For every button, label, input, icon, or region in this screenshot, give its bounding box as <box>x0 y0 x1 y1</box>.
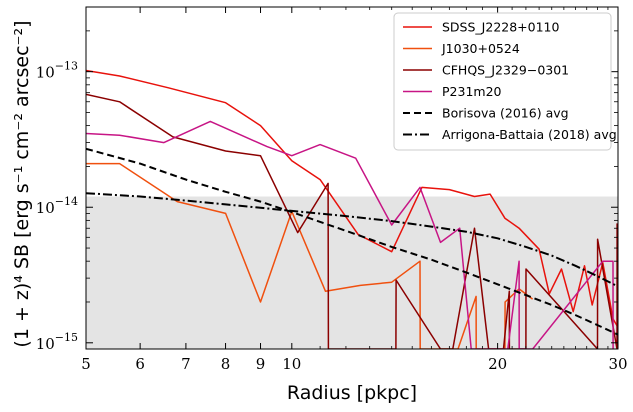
x-axis-label: Radius [pkpc] <box>287 382 417 404</box>
x-tick-label: 8 <box>221 355 231 373</box>
series-line-p231m20 <box>86 120 614 349</box>
x-tick-label: 10 <box>282 355 301 373</box>
y-tick-label: 10−14 <box>36 195 78 217</box>
y-tick-label: 10−15 <box>36 331 78 353</box>
y-tick-label: 10−13 <box>36 60 78 82</box>
legend-label: SDSS_J2228+0110 <box>442 20 560 35</box>
x-tick-label: 5 <box>81 355 91 373</box>
legend-label: Arrigona-Battaia (2018) avg <box>442 127 617 142</box>
x-tick-label: 30 <box>608 355 627 373</box>
legend-label: P231m20 <box>442 84 502 99</box>
shaded-region <box>86 196 618 349</box>
series-line-cfhqs-j2329-0301 <box>86 93 618 349</box>
x-tick-label: 9 <box>256 355 266 373</box>
legend <box>393 12 612 151</box>
series-line-borisova-2016-avg <box>86 147 618 336</box>
x-tick-label: 7 <box>181 355 191 373</box>
y-axis-label: (1 + z)⁴ SB [erg s⁻¹ cm⁻² arcsec⁻²] <box>11 20 33 347</box>
x-tick-label: 20 <box>488 355 507 373</box>
legend-label: CFHQS_J2329−0301 <box>442 63 569 78</box>
x-tick-label: 6 <box>135 355 145 373</box>
legend-label: J1030+0524 <box>441 41 520 56</box>
legend-label: Borisova (2016) avg <box>442 106 569 121</box>
series-line-arrigona-battaia-2018-avg <box>86 192 618 288</box>
series-line-sdss-j2228-0110 <box>86 69 618 328</box>
plot-frame <box>85 6 619 350</box>
